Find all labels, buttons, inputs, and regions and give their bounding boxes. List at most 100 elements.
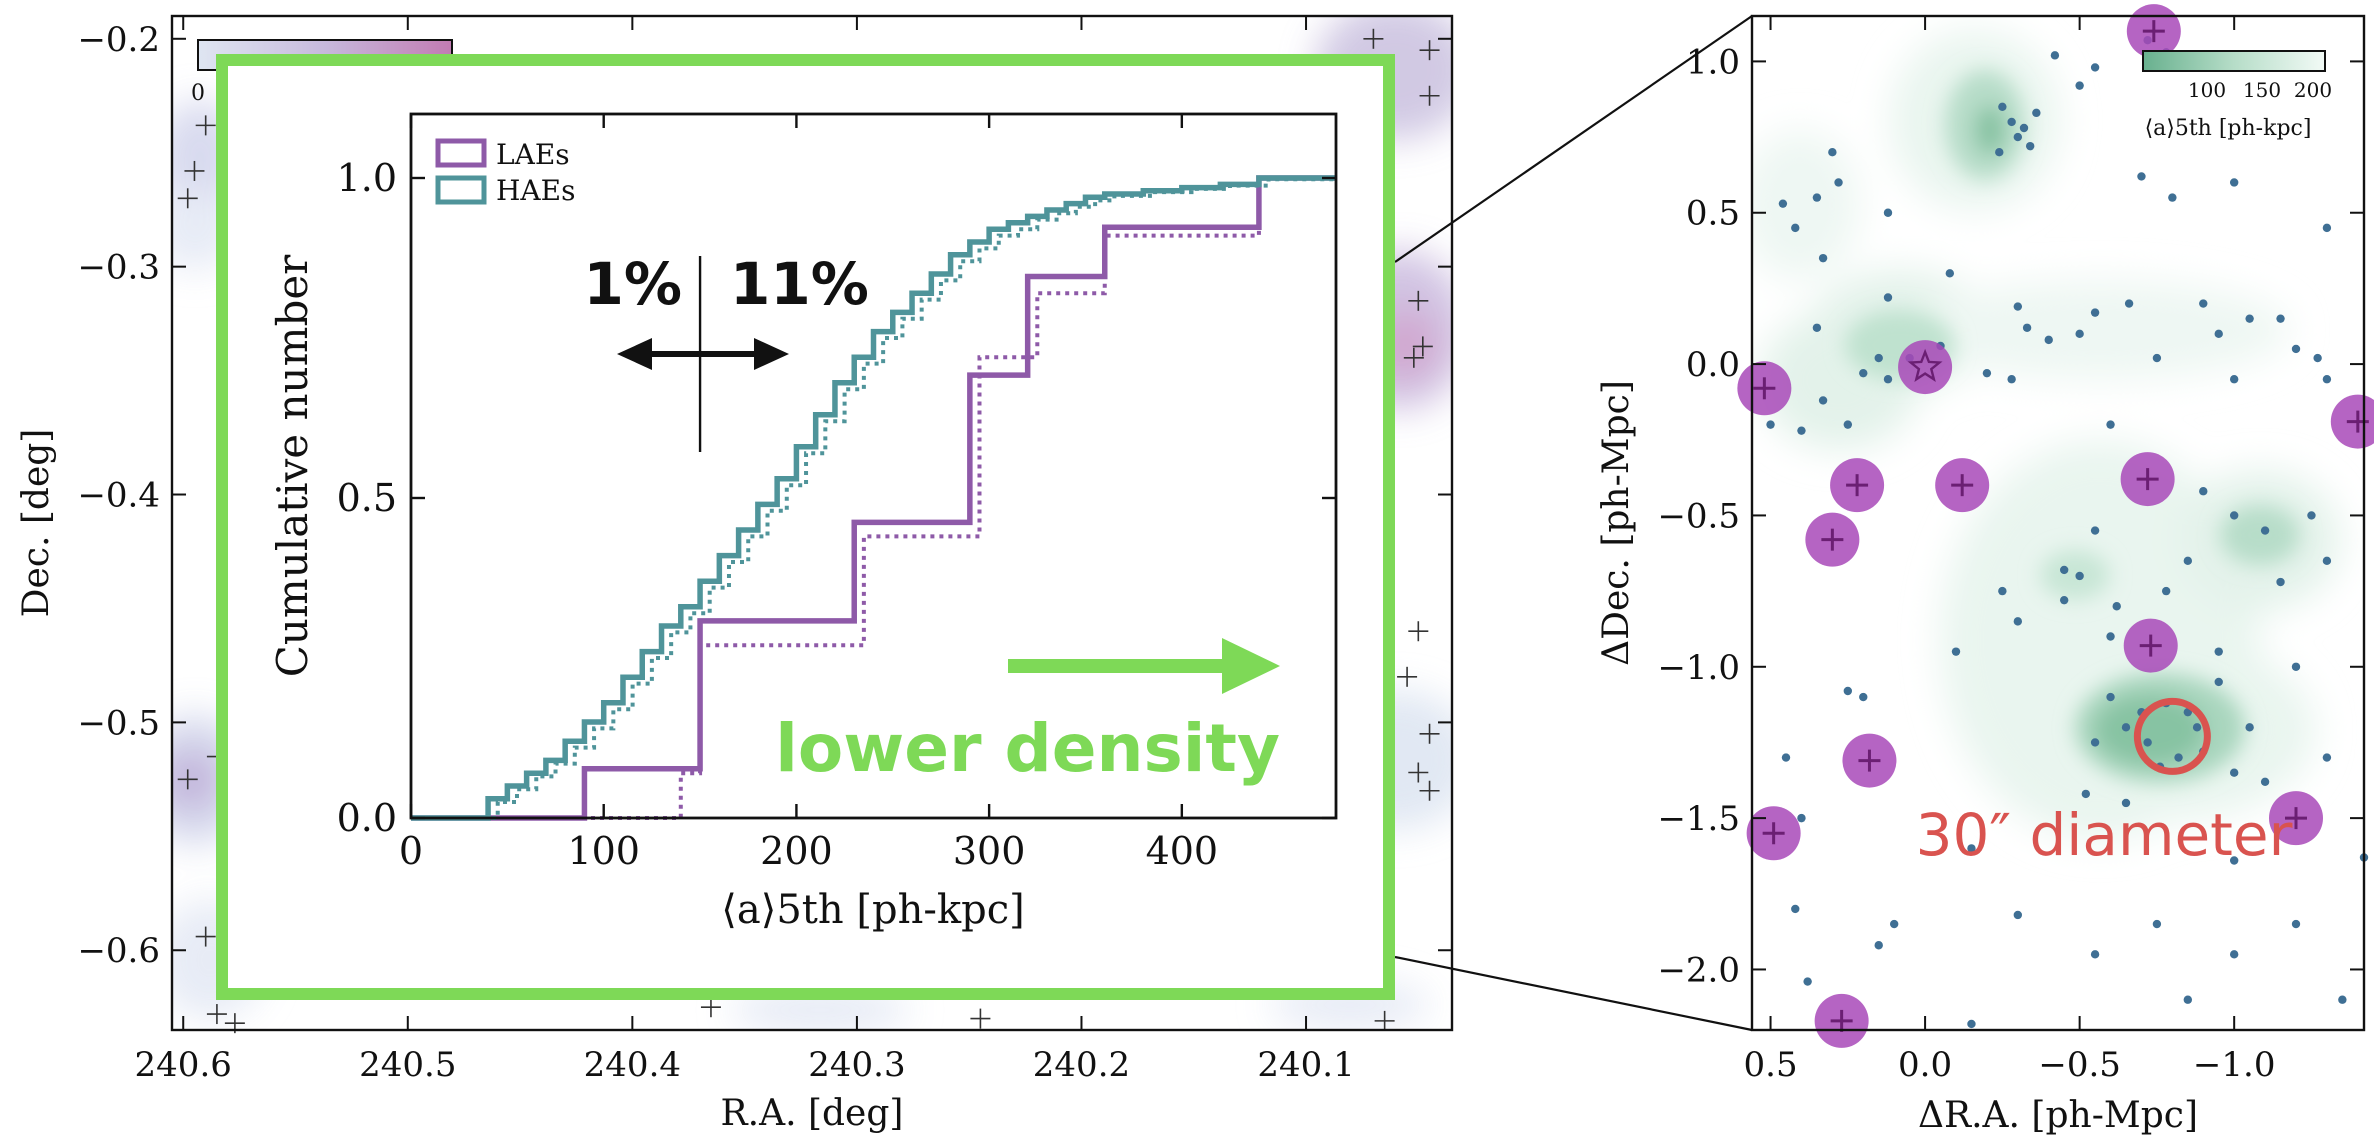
hae-point	[1874, 941, 1883, 950]
hae-point	[2168, 193, 2177, 202]
hae-point	[2199, 487, 2208, 496]
hae-point	[2214, 329, 2223, 339]
sky-map-plus-marker	[206, 1004, 227, 1025]
lae-marker	[2120, 452, 2175, 507]
hae-point	[2245, 314, 2254, 323]
zoom-map-ytick-label: −1.5	[1657, 799, 1740, 839]
hae-point	[2081, 789, 2091, 799]
hae-point	[1998, 102, 2007, 112]
hae-point	[2214, 647, 2223, 656]
hae-point	[1828, 148, 1837, 157]
hae-point	[2143, 738, 2152, 747]
hae-point	[1834, 178, 1843, 187]
hae-point	[1998, 586, 2007, 596]
sky-map-plus-marker	[1403, 347, 1424, 368]
sky-map-plus-marker	[184, 160, 205, 181]
sky-map-plus-marker	[177, 769, 198, 790]
inset-ytick-label: 1.0	[337, 156, 397, 200]
hae-point	[1797, 813, 1806, 823]
zoom-map-ytick-label: 0.5	[1686, 194, 1740, 234]
hae-point	[1967, 844, 1976, 853]
hae-point	[1982, 368, 1992, 378]
star-icon	[1907, 348, 1943, 382]
lae-marker	[2123, 618, 2178, 673]
hae-point	[2229, 375, 2239, 384]
zoom-map-xtick-label: 0.5	[1744, 1045, 1798, 1085]
inset-xtick-label: 400	[1146, 829, 1219, 873]
sky-map-plus-marker	[1408, 621, 1429, 642]
hae-point	[1859, 368, 1868, 378]
step-dotted-haes	[411, 177, 1338, 820]
sky-map-plus-marker	[970, 1008, 991, 1029]
sky-map-plus-marker	[1363, 28, 1384, 49]
hae-point	[2245, 723, 2254, 732]
zoom-map-xtick-label: −0.5	[2038, 1045, 2121, 1085]
zoom-line-top	[1394, 15, 1753, 263]
sky-map-xtick-label: 240.6	[135, 1045, 232, 1085]
sky-map-ticks: 240.6 240.5 240.4 240.3 240.2 240.1 −0.2 −0.3 −0…	[77, 16, 1452, 1085]
hae-point	[1843, 420, 1853, 429]
sky-map-ylabel: Dec. [deg]	[16, 429, 57, 618]
hae-point	[2090, 950, 2100, 959]
zoom-map-xlabel: ΔR.A. [ph-Mpc]	[1918, 1095, 2198, 1136]
inset-ticks: 0 100 200 300 400 0.0 0.5 1.0	[337, 114, 1336, 873]
zoom-map-xtick-label: −1.0	[2193, 1045, 2276, 1085]
hae-point	[2161, 586, 2171, 596]
hae-point	[1889, 919, 1899, 929]
sky-map-plus-marker	[1419, 85, 1440, 106]
hae-point	[2322, 223, 2332, 233]
left-arrow	[617, 338, 703, 370]
hae-point	[2007, 375, 2016, 384]
hae-point	[1778, 199, 1788, 208]
hae-point	[2090, 308, 2100, 317]
hae-point	[2121, 798, 2131, 808]
hae-point	[2313, 353, 2322, 363]
hae-point	[2174, 753, 2183, 762]
zoom-map-xtick-label: 0.0	[1898, 1045, 1952, 1085]
left-percent-label: 1%	[584, 250, 682, 318]
hae-point	[2044, 335, 2053, 345]
hae-point	[2090, 526, 2100, 535]
hae-point	[2124, 299, 2134, 308]
aperture-circle	[2133, 697, 2211, 775]
hae-point	[2183, 995, 2193, 1004]
sky-map-xlabel: R.A. [deg]	[721, 1093, 904, 1134]
hae-point	[2192, 723, 2202, 732]
hae-point	[1995, 148, 2004, 157]
inset-ylabel: Cumulative number	[268, 254, 317, 677]
zoom-line-bottom	[1394, 955, 1753, 1032]
legend-swatch-haes	[435, 175, 487, 205]
hae-point	[1803, 977, 1812, 986]
hae-point	[1812, 193, 1822, 202]
hae-point	[2322, 753, 2332, 762]
aperture-label: 30″ diameter	[1916, 801, 2293, 869]
hae-point	[2090, 738, 2100, 747]
hae-point	[1781, 753, 1791, 762]
hae-point	[2090, 63, 2100, 72]
zoom-map-ytick-label: −2.0	[1657, 950, 1740, 990]
zoom-map-colorbar: 100 150 200 ⟨a⟩5th [ph-kpc]	[2142, 50, 2332, 141]
legend-label-haes: HAEs	[496, 174, 575, 207]
step-line-laes	[411, 175, 1336, 821]
lae-marker	[2330, 394, 2374, 449]
hae-point	[2214, 677, 2223, 687]
lae-marker	[1935, 458, 1990, 513]
inset-legend: LAEs HAEs	[435, 138, 575, 207]
hae-point	[2307, 511, 2316, 520]
hae-point	[2137, 172, 2146, 181]
inset-ytick-label: 0.0	[337, 796, 397, 840]
sky-map-xtick-label: 240.3	[808, 1045, 905, 1085]
lae-marker	[1746, 806, 1801, 861]
sky-map-plus-marker	[1419, 723, 1440, 744]
sky-map-xtick-label: 240.5	[359, 1045, 456, 1085]
lower-density-arrow	[1008, 638, 1280, 694]
lae-marker	[2269, 791, 2323, 846]
hae-point	[2013, 132, 2023, 142]
hae-point	[1874, 353, 1883, 363]
sky-map-plus-marker	[177, 188, 198, 209]
lae-marker	[1737, 361, 1792, 416]
sky-map-plus-marker	[1419, 40, 1440, 61]
hae-point	[2260, 526, 2270, 535]
hae-point	[2276, 577, 2285, 587]
zoom-map-ytick-label: 0.0	[1686, 345, 1740, 385]
